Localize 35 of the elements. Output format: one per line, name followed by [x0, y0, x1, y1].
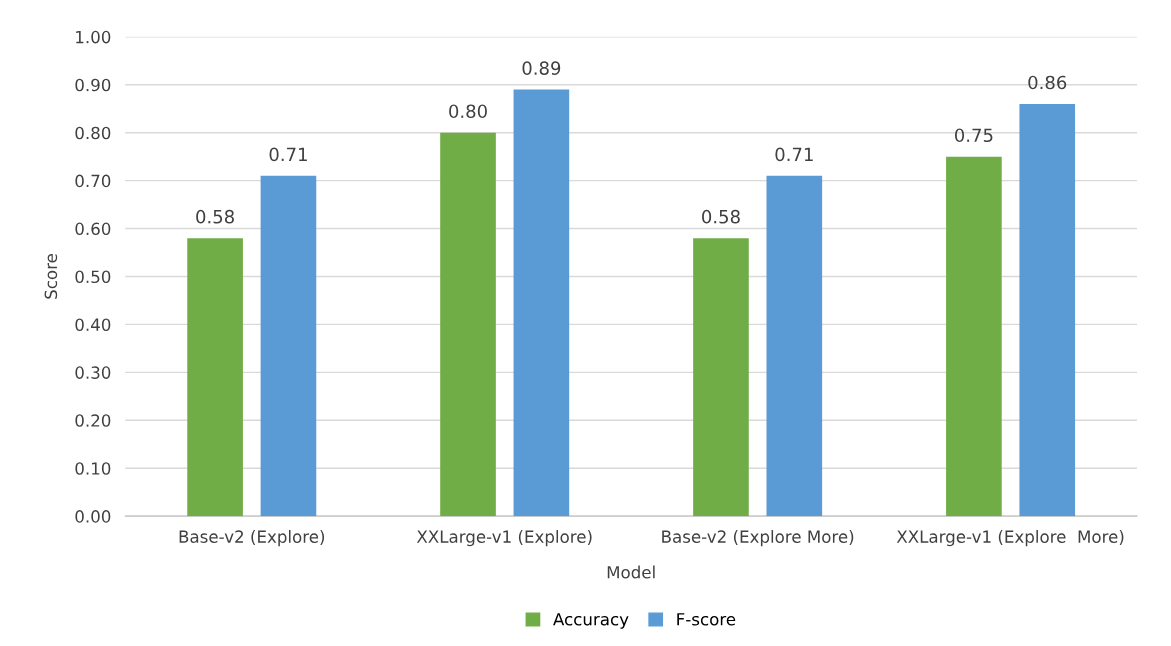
x-tick-label: Base-v2 (Explore)	[179, 530, 325, 547]
data-label: 0.80	[449, 104, 487, 119]
y-tick-label: 0.40	[75, 318, 111, 331]
bar	[766, 175, 823, 517]
y-tick-label: 1.00	[76, 30, 111, 44]
bar	[187, 238, 243, 517]
x-tick-label: XXLarge-v1 (Explore)	[416, 530, 592, 547]
y-axis-title: Score	[44, 254, 58, 299]
data-label: 0.89	[522, 61, 561, 75]
data-label: 0.71	[269, 147, 307, 162]
data-label: 0.58	[196, 209, 234, 224]
y-tick-label: 0.80	[75, 126, 111, 140]
x-tick-label: XXLarge-v1 (Explore More)	[896, 530, 1124, 547]
y-tick-label: 0.00	[75, 510, 111, 523]
bar	[513, 89, 570, 517]
bar	[946, 156, 1002, 517]
legend-label: Accuracy	[553, 613, 629, 629]
bar	[693, 238, 749, 517]
y-tick-label: 0.60	[75, 222, 111, 236]
y-tick-label: 0.90	[75, 78, 111, 92]
data-label: 0.71	[775, 147, 813, 162]
bar	[260, 175, 317, 517]
legend-label: F-score	[677, 613, 736, 626]
bar	[1019, 103, 1076, 517]
y-tick-label: 0.50	[75, 270, 111, 284]
data-label: 0.86	[1028, 75, 1067, 90]
y-tick-label: 0.30	[75, 366, 111, 379]
y-tick-label: 0.70	[75, 174, 111, 188]
data-label: 0.58	[702, 209, 740, 224]
bar	[440, 132, 496, 517]
data-label: 0.75	[954, 128, 993, 143]
y-tick-label: 0.10	[75, 462, 111, 475]
x-axis-title: Model	[607, 565, 655, 579]
x-tick-label: Base-v2 (Explore More)	[662, 530, 854, 547]
y-tick-label: 0.20	[75, 414, 111, 427]
